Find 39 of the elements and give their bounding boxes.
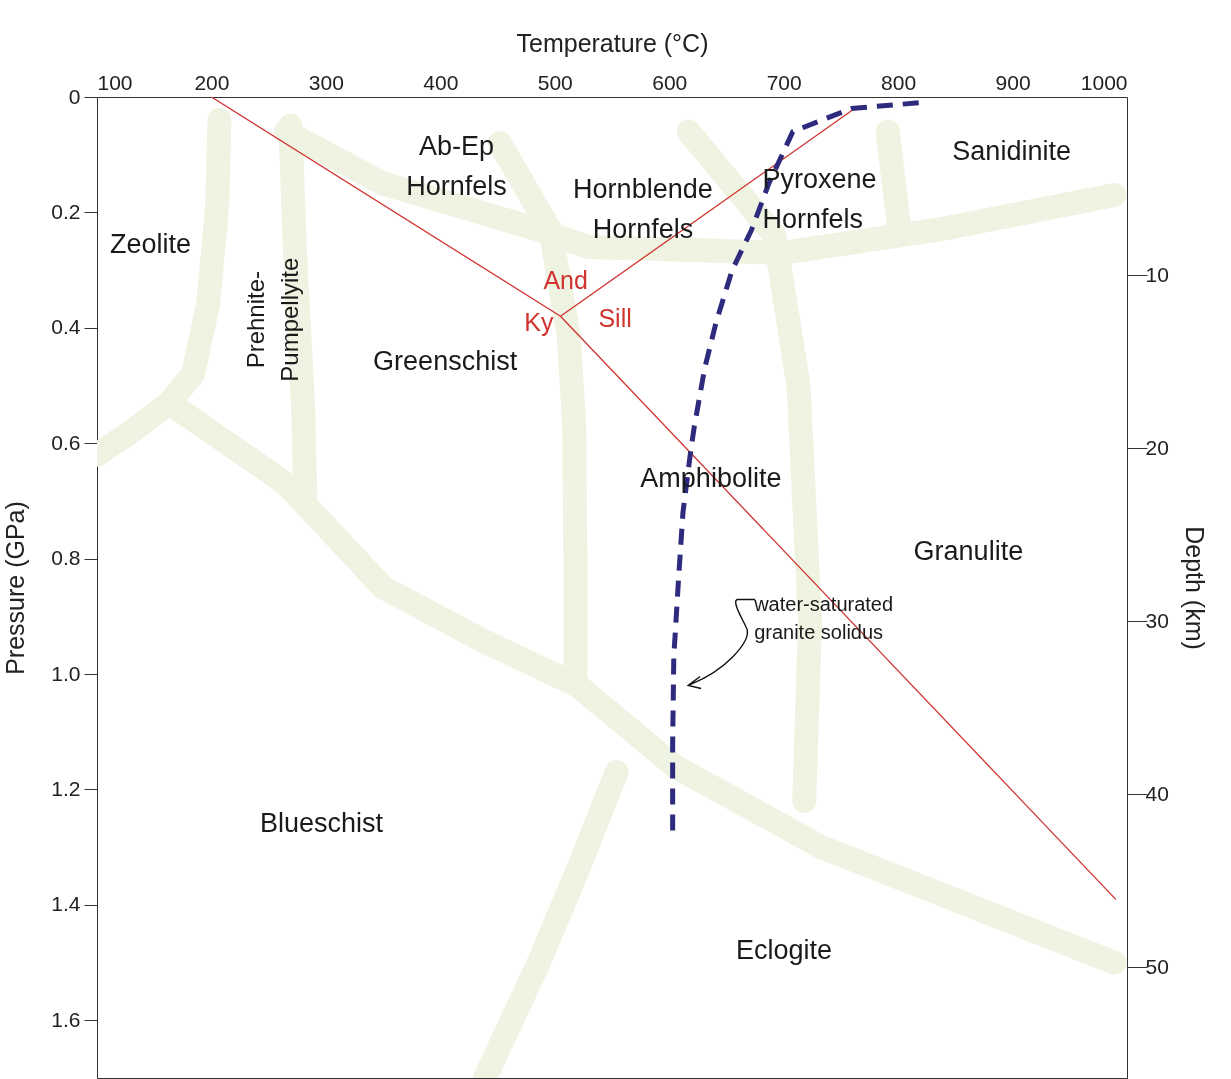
x-tick-label: 500 <box>537 70 573 94</box>
y-tick-label: 0.4 <box>51 315 81 339</box>
annotation: Ky <box>524 307 554 336</box>
x-tick-label: 800 <box>881 70 917 94</box>
y2-axis-title: Depth (km) <box>1180 526 1209 650</box>
y2-tick-label: 30 <box>1145 608 1169 632</box>
annotation: Greenschist <box>373 345 518 376</box>
annotation: Prehnite- Pumpellyite <box>241 257 303 382</box>
y-tick-label: 0 <box>68 84 81 108</box>
annotation: Blueschist <box>260 807 384 838</box>
x-tick-label: 600 <box>652 70 688 94</box>
y-tick-label: 1.6 <box>51 1007 81 1031</box>
y-tick-label: 1.2 <box>51 776 81 800</box>
x-tick-label: 400 <box>423 70 459 94</box>
annotation: Sill <box>598 303 632 332</box>
x-tick-label: 200 <box>194 70 230 94</box>
annotation: And <box>543 266 588 295</box>
annotation: Ab-Ep Hornfels <box>406 131 507 202</box>
y2-tick-label: 40 <box>1145 781 1169 805</box>
annotation: Sanidinite <box>952 135 1071 166</box>
x-tick-label: 1000 <box>1080 70 1128 94</box>
annotation: Pyroxene Hornfels <box>762 164 877 235</box>
annotation: Granulite <box>913 536 1024 567</box>
x-tick-label: 700 <box>766 70 802 94</box>
y-tick-label: 1.4 <box>51 892 81 916</box>
y2-tick-label: 50 <box>1145 954 1169 978</box>
y-tick-label: 0.2 <box>51 199 81 223</box>
annotation: Zeolite <box>110 229 192 260</box>
y-tick-label: 0.8 <box>51 546 81 570</box>
annotation: Eclogite <box>735 935 833 966</box>
y2-tick-label: 10 <box>1145 262 1169 286</box>
x-tick-label: 300 <box>308 70 344 94</box>
y2-tick-label: 20 <box>1145 435 1169 459</box>
x-tick-label: 100 <box>97 70 133 94</box>
x-axis-title: Temperature (°C) <box>516 28 709 57</box>
y-axis-title: Pressure (GPa) <box>1 501 30 675</box>
x-tick-label: 900 <box>995 70 1031 94</box>
y-tick-label: 1.0 <box>51 661 81 685</box>
y-tick-label: 0.6 <box>51 430 81 454</box>
